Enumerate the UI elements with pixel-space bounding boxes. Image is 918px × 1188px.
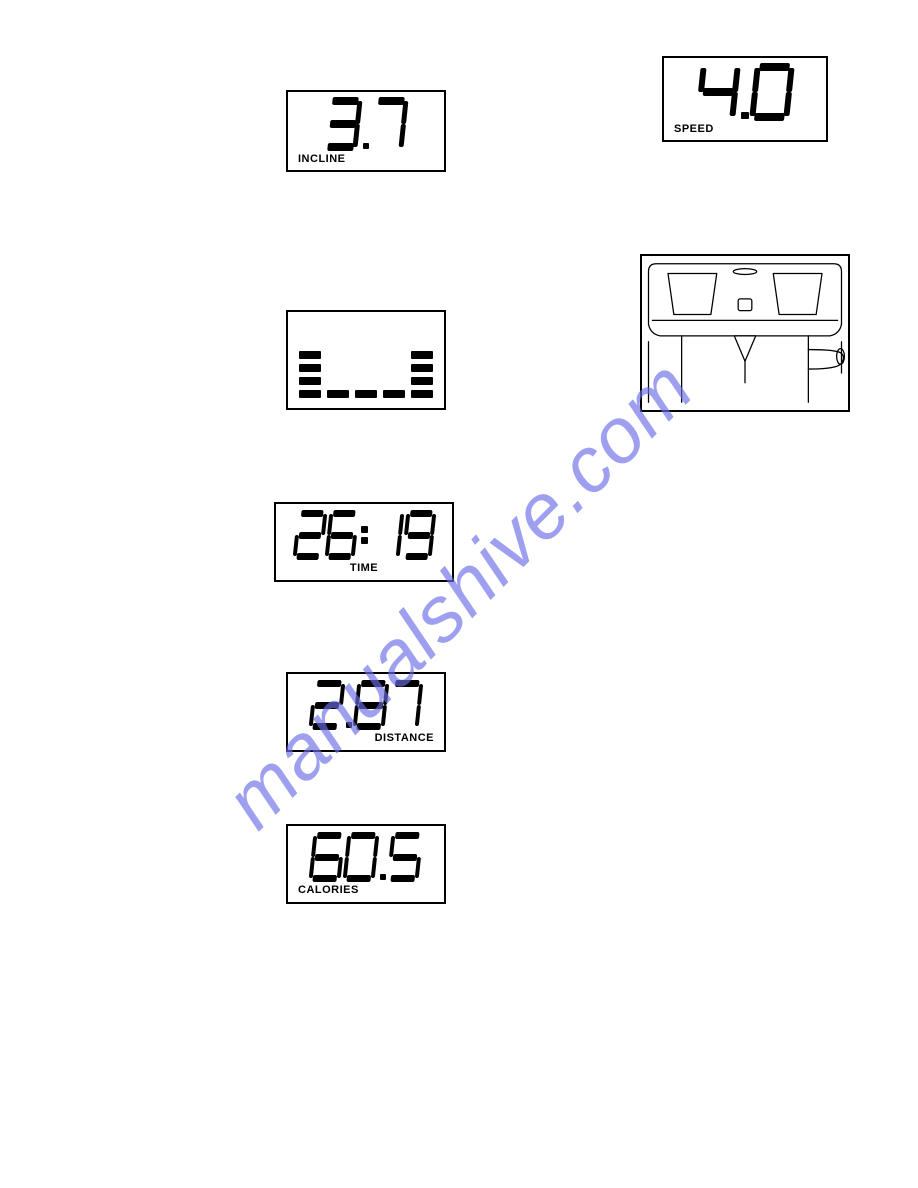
profile-matrix-display: [286, 310, 446, 410]
display-label: CALORIES: [298, 884, 359, 896]
console-illustration: [640, 254, 850, 412]
display-label: INCLINE: [298, 153, 346, 165]
display-label: SPEED: [674, 123, 714, 135]
display-label: TIME: [350, 562, 378, 574]
display-label: DISTANCE: [375, 732, 434, 744]
distance-display: DISTANCE: [286, 672, 446, 752]
incline-display: INCLINE: [286, 90, 446, 172]
speed-display: SPEED: [662, 56, 828, 142]
watermark-text: manualshive.com: [207, 342, 711, 846]
time-display: TIME: [274, 502, 454, 582]
treadmill-console-line-art: [642, 256, 848, 410]
calories-display: CALORIES: [286, 824, 446, 904]
